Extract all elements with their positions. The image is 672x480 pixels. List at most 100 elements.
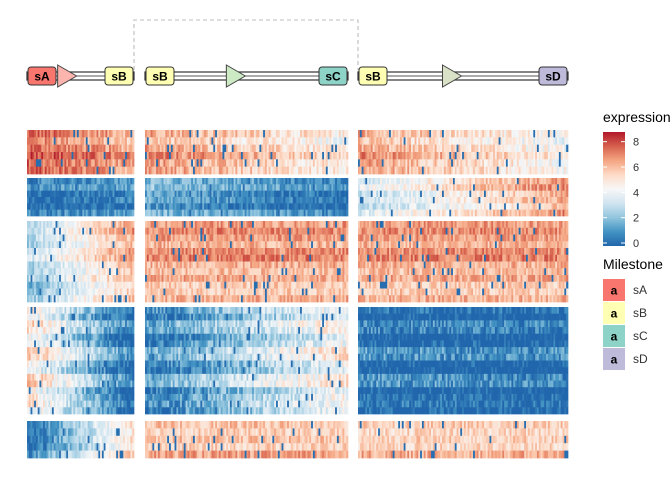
heatmap-cell <box>338 152 341 160</box>
heatmap-cell <box>268 203 271 211</box>
heatmap-cell <box>335 166 338 175</box>
heatmap-cell <box>84 281 87 289</box>
heatmap-cell <box>520 209 523 217</box>
heatmap-cell <box>410 184 414 192</box>
heatmap-cell <box>250 130 253 138</box>
heatmap-cell <box>414 137 417 146</box>
heatmap-cell <box>279 159 282 168</box>
heatmap-cell <box>536 197 540 204</box>
heatmap-cell <box>325 197 329 204</box>
heatmap-cell <box>283 209 286 217</box>
heatmap-cell <box>185 234 188 242</box>
heatmap-cell <box>43 137 46 146</box>
heatmap-cell <box>100 166 103 175</box>
heatmap-cell <box>458 159 461 168</box>
heatmap-cell <box>281 130 284 138</box>
heatmap-cell <box>268 209 271 217</box>
heatmap-cell <box>266 248 269 256</box>
heatmap-cell <box>324 144 327 153</box>
heatmap-cell <box>82 152 85 160</box>
heatmap-cell <box>157 197 161 204</box>
heatmap-cell <box>222 203 225 211</box>
heatmap-cell <box>526 130 529 138</box>
heatmap-cell <box>372 159 375 168</box>
heatmap-cell <box>152 184 155 192</box>
heatmap-cell <box>237 137 240 146</box>
heatmap-cell <box>183 144 186 153</box>
heatmap-cell <box>398 152 401 160</box>
heatmap-cell <box>103 178 106 185</box>
heatmap-cell <box>259 221 262 229</box>
heatmap-cell <box>473 130 476 138</box>
heatmap-cell <box>374 130 377 138</box>
heatmap-cell <box>117 190 121 198</box>
heatmap-cell <box>452 159 456 168</box>
heatmap-cell <box>187 166 190 175</box>
heatmap-cell <box>261 190 264 198</box>
heatmap-cell <box>312 130 316 138</box>
heatmap-cell <box>183 268 186 276</box>
heatmap-cell <box>35 254 39 262</box>
heatmap-cell <box>324 234 327 242</box>
heatmap-cell <box>119 227 122 235</box>
heatmap-cell <box>48 159 51 168</box>
heatmap-cell <box>80 281 83 289</box>
heatmap-cell <box>462 166 465 175</box>
heatmap-cell <box>213 159 216 168</box>
heatmap-cell <box>535 130 538 138</box>
heatmap-cell <box>51 178 55 185</box>
heatmap-cell <box>50 190 53 198</box>
heatmap-cell <box>123 166 126 175</box>
heatmap-cell <box>68 144 71 153</box>
heatmap-cell <box>73 288 76 296</box>
heatmap-cell <box>392 184 395 192</box>
heatmap-cell <box>487 178 490 185</box>
heatmap-cell <box>107 152 110 160</box>
heatmap-cell <box>403 178 406 185</box>
heatmap-cell <box>121 137 124 146</box>
heatmap-cell <box>378 159 381 168</box>
heatmap-cell <box>205 178 209 185</box>
heatmap-cell <box>324 130 327 138</box>
heatmap-cell <box>292 203 295 211</box>
heatmap-cell <box>398 203 401 211</box>
heatmap-cell <box>266 227 269 235</box>
heatmap-cell <box>222 159 225 168</box>
heatmap-cell <box>68 178 71 185</box>
heatmap-cell <box>228 203 231 211</box>
heatmap-cell <box>389 190 392 198</box>
heatmap-cell <box>427 197 430 204</box>
heatmap-cell <box>78 152 81 160</box>
heatmap-cell <box>165 159 168 168</box>
heatmap-cell <box>231 178 234 185</box>
heatmap-cell <box>237 197 240 204</box>
heatmap-cell <box>557 166 560 175</box>
heatmap-cell <box>121 190 124 198</box>
heatmap-cell <box>416 197 419 204</box>
heatmap-cell <box>288 254 292 262</box>
heatmap-cell <box>57 227 60 235</box>
heatmap-cell <box>513 178 516 185</box>
heatmap-cell <box>452 137 456 146</box>
heatmap-cell <box>316 197 319 204</box>
heatmap-cell <box>538 152 541 160</box>
heatmap-cell <box>239 137 242 146</box>
heatmap-cell <box>110 130 113 138</box>
heatmap-cell <box>327 184 330 192</box>
heatmap-cell <box>132 221 135 229</box>
heatmap-cell <box>344 178 347 185</box>
heatmap-cell <box>145 203 148 211</box>
heatmap-cell <box>298 184 301 192</box>
heatmap-cell <box>498 152 501 160</box>
heatmap-cell <box>431 159 434 168</box>
heatmap-cell <box>103 275 106 283</box>
heatmap-cell <box>107 295 110 303</box>
heatmap-cell <box>207 178 210 185</box>
heatmap-cell <box>98 178 101 185</box>
heatmap-cell <box>516 166 520 175</box>
heatmap-cell <box>536 144 540 153</box>
heatmap-cell <box>547 144 551 153</box>
heatmap-cell <box>87 227 90 235</box>
heatmap-cell <box>69 152 72 160</box>
heatmap-cell <box>109 281 112 289</box>
